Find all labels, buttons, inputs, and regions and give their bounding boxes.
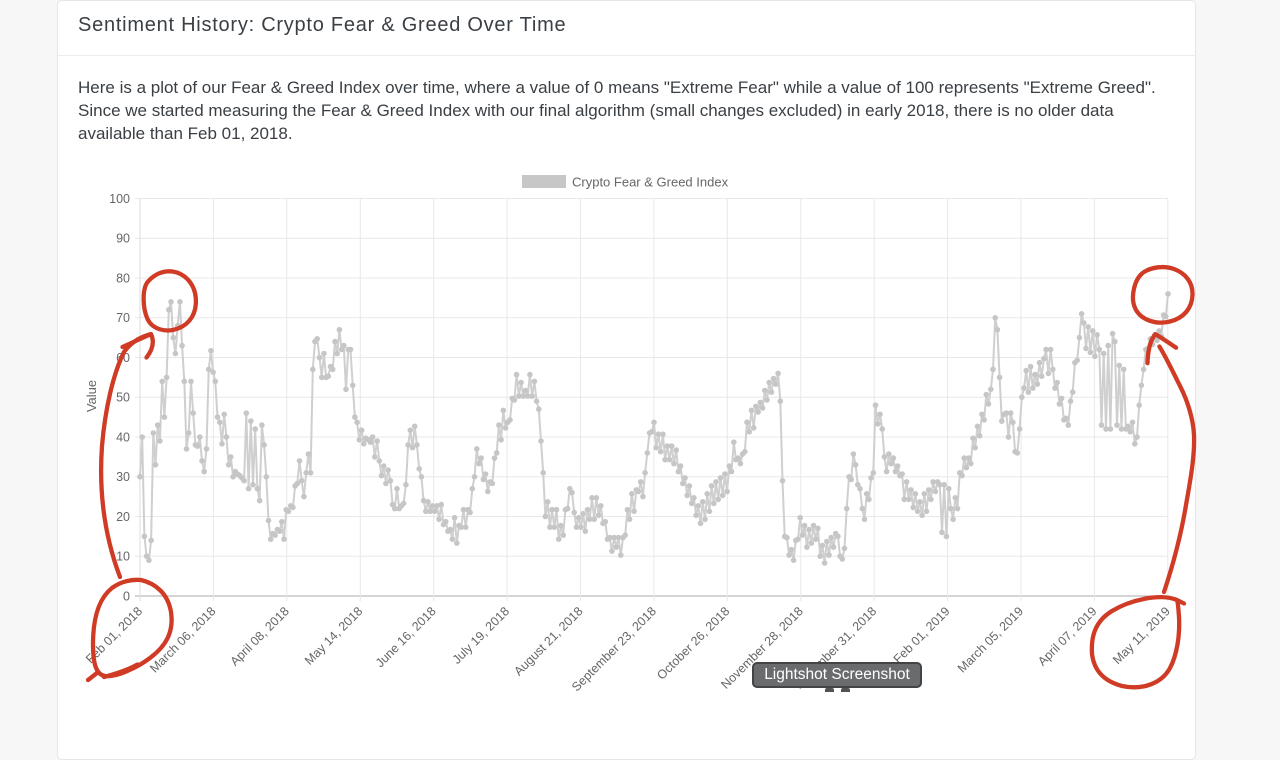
svg-text:May 14, 2018: May 14, 2018 bbox=[302, 604, 365, 667]
svg-text:April 07, 2019: April 07, 2019 bbox=[1035, 604, 1099, 668]
svg-text:March 05, 2019: March 05, 2019 bbox=[955, 604, 1026, 675]
svg-text:Crypto Fear & Greed Index: Crypto Fear & Greed Index bbox=[572, 175, 729, 190]
svg-text:100: 100 bbox=[109, 192, 130, 206]
svg-text:10: 10 bbox=[116, 550, 130, 564]
svg-text:October 26, 2018: October 26, 2018 bbox=[654, 604, 732, 682]
svg-text:Value: Value bbox=[84, 380, 99, 412]
svg-text:June 16, 2018: June 16, 2018 bbox=[373, 604, 439, 670]
svg-text:August 21, 2018: August 21, 2018 bbox=[511, 604, 585, 678]
svg-text:30: 30 bbox=[116, 470, 130, 484]
svg-text:September 23, 2018: September 23, 2018 bbox=[569, 604, 659, 692]
svg-text:80: 80 bbox=[116, 271, 130, 285]
svg-text:50: 50 bbox=[116, 391, 130, 405]
svg-text:20: 20 bbox=[116, 510, 130, 524]
svg-text:40: 40 bbox=[116, 430, 130, 444]
svg-text:Feb 01, 2019: Feb 01, 2019 bbox=[891, 604, 953, 666]
svg-text:May 11, 2019: May 11, 2019 bbox=[1110, 604, 1173, 667]
svg-text:March 06, 2018: March 06, 2018 bbox=[147, 604, 218, 675]
svg-text:0: 0 bbox=[123, 589, 130, 603]
svg-text:70: 70 bbox=[116, 311, 130, 325]
svg-text:90: 90 bbox=[116, 232, 130, 246]
svg-text:July 19, 2018: July 19, 2018 bbox=[450, 604, 513, 667]
svg-text:April 08, 2018: April 08, 2018 bbox=[227, 604, 291, 668]
